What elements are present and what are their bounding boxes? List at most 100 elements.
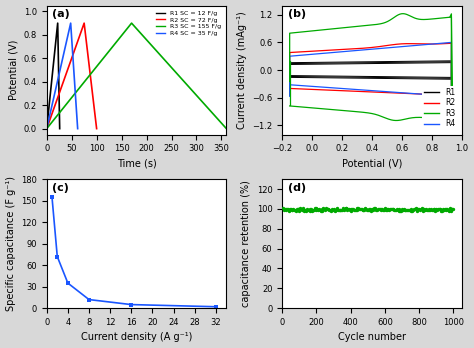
Point xyxy=(399,207,407,213)
Point xyxy=(285,208,293,214)
Point xyxy=(356,206,364,212)
Point xyxy=(318,208,325,214)
Point xyxy=(360,207,367,213)
Point xyxy=(321,207,329,213)
Point xyxy=(347,208,355,214)
Legend: R1, R2, R3, R4: R1, R2, R3, R4 xyxy=(422,86,458,131)
Point xyxy=(330,207,338,213)
Point xyxy=(379,207,387,213)
Text: (b): (b) xyxy=(288,9,306,19)
Point xyxy=(356,206,363,212)
Point xyxy=(414,206,421,212)
Point xyxy=(337,207,344,213)
Point xyxy=(281,207,289,212)
Point xyxy=(393,206,401,212)
Point xyxy=(377,208,384,213)
Point xyxy=(355,205,362,211)
Point xyxy=(438,208,446,213)
Point xyxy=(420,206,428,211)
Point xyxy=(290,206,297,212)
Point xyxy=(302,208,310,214)
Point xyxy=(292,208,300,213)
Point xyxy=(413,208,420,213)
Point xyxy=(361,207,368,212)
Point xyxy=(380,207,388,213)
Point xyxy=(365,207,373,213)
Point xyxy=(416,207,424,213)
Y-axis label: Potential (V): Potential (V) xyxy=(8,40,18,100)
Y-axis label: Current density (mAg⁻¹): Current density (mAg⁻¹) xyxy=(237,11,246,129)
Point xyxy=(404,207,412,213)
Text: (a): (a) xyxy=(52,9,70,19)
Point xyxy=(334,207,342,213)
Point xyxy=(306,206,313,211)
Point xyxy=(353,207,360,213)
Point xyxy=(363,207,371,213)
Point xyxy=(443,207,450,213)
Point xyxy=(385,207,393,212)
Point xyxy=(288,207,295,213)
Point xyxy=(296,205,304,211)
Point xyxy=(328,206,336,212)
Point xyxy=(338,208,346,213)
Point xyxy=(305,207,312,213)
Point xyxy=(421,207,429,213)
Point xyxy=(412,205,419,211)
Point xyxy=(371,207,378,212)
Point xyxy=(396,207,403,212)
Point xyxy=(295,208,303,213)
Point xyxy=(313,206,321,212)
Point xyxy=(345,206,353,212)
Point xyxy=(343,206,350,211)
Point xyxy=(449,206,456,212)
Point xyxy=(433,207,441,213)
Point xyxy=(419,208,426,213)
Point xyxy=(333,205,341,211)
Point xyxy=(434,206,442,212)
Point xyxy=(326,207,334,213)
Point xyxy=(436,206,443,211)
Point xyxy=(279,205,287,211)
Point xyxy=(342,206,349,211)
Point xyxy=(362,206,370,212)
Point xyxy=(344,206,352,212)
Point xyxy=(375,206,383,212)
Point xyxy=(387,206,395,212)
Point xyxy=(283,207,290,213)
Point xyxy=(330,206,337,211)
Point xyxy=(445,208,453,214)
Point xyxy=(325,206,332,212)
Point xyxy=(300,207,307,212)
Point xyxy=(337,207,345,213)
Point xyxy=(309,208,316,214)
Point xyxy=(392,207,400,213)
Point xyxy=(310,208,318,213)
Point xyxy=(344,207,351,212)
Point xyxy=(435,206,443,212)
Point xyxy=(431,208,439,213)
Point xyxy=(366,206,374,212)
Point xyxy=(367,208,375,213)
Point xyxy=(425,207,432,213)
Point xyxy=(382,207,390,213)
Point xyxy=(373,207,380,213)
Point xyxy=(312,205,319,211)
Point xyxy=(291,207,298,213)
Point xyxy=(327,208,335,213)
Point xyxy=(304,207,311,213)
Point xyxy=(449,207,457,212)
Point xyxy=(432,206,440,212)
Point xyxy=(313,207,320,213)
Point xyxy=(430,206,438,212)
Point xyxy=(427,207,434,212)
Point xyxy=(395,208,402,214)
Point xyxy=(384,207,392,212)
Point xyxy=(446,205,454,211)
Point xyxy=(440,207,448,213)
Point xyxy=(314,207,322,212)
Point xyxy=(336,208,343,213)
Point xyxy=(293,206,301,212)
Point xyxy=(358,207,365,212)
Point xyxy=(410,207,417,212)
Point xyxy=(289,207,296,212)
